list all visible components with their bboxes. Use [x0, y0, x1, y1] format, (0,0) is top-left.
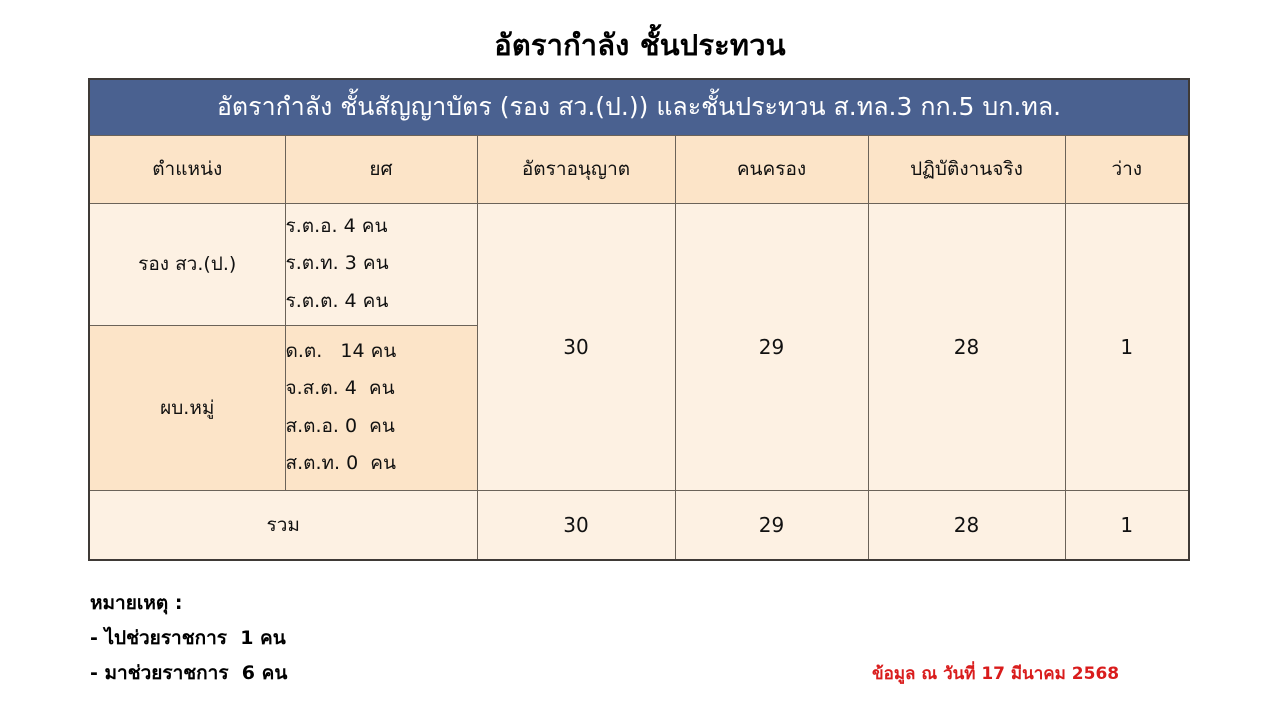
table-header-row: ตำแหน่ง ยศ อัตราอนุญาต คนครอง ปฏิบัติงาน…	[88, 134, 1190, 204]
total-occupied: 29	[674, 489, 869, 561]
value-vacant: 1	[1064, 202, 1190, 491]
rank-line: ส.ต.ท. 0 คน	[285, 451, 396, 474]
table-row: รอง สว.(ป.) ร.ต.อ. 4 คน ร.ต.ท. 3 คน ร.ต.…	[88, 202, 1190, 491]
position-cell-squad-leader: ผบ.หมู่	[88, 324, 286, 491]
total-vacant: 1	[1064, 489, 1190, 561]
column-header-position: ตำแหน่ง	[88, 134, 286, 204]
rank-line: ร.ต.อ. 4 คน	[285, 215, 388, 238]
roster-table: อัตรากำลัง ชั้นสัญญาบัตร (รอง สว.(ป.)) แ…	[88, 78, 1191, 561]
notes-block: หมายเหตุ : - ไปช่วยราชการ 1 คน - มาช่วยร…	[90, 586, 287, 691]
rank-line: ร.ต.ต. 4 คน	[285, 289, 389, 312]
column-header-rank: ยศ	[284, 134, 478, 204]
total-actual: 28	[867, 489, 1066, 561]
value-actual: 28	[867, 202, 1066, 491]
notes-heading: หมายเหตุ :	[90, 592, 183, 614]
note-item-seconded-in: - มาช่วยราชการ 6 คน	[90, 662, 288, 685]
rank-line: ด.ต. 14 คน	[285, 340, 397, 363]
column-header-allowed: อัตราอนุญาต	[476, 134, 676, 204]
rank-line: ร.ต.ท. 3 คน	[285, 252, 389, 275]
roster-table-container: อัตรากำลัง ชั้นสัญญาบัตร (รอง สว.(ป.)) แ…	[88, 78, 1191, 561]
table-row: ผบ.หมู่ ด.ต. 14 คน จ.ส.ต. 4 คน ส.ต.อ. 0 …	[88, 324, 1189, 491]
column-header-vacant: ว่าง	[1064, 134, 1190, 204]
rank-cell-squad-leader: ด.ต. 14 คน จ.ส.ต. 4 คน ส.ต.อ. 0 คน ส.ต.ท…	[284, 324, 478, 491]
value-allowed: 30	[476, 202, 676, 491]
table-banner-title: อัตรากำลัง ชั้นสัญญาบัตร (รอง สว.(ป.)) แ…	[88, 78, 1190, 136]
page-title: อัตรากำลัง ชั้นประทวน	[494, 28, 786, 62]
data-as-of-stamp: ข้อมูล ณ วันที่ 17 มีนาคม 2568	[872, 664, 1120, 684]
column-header-occupied: คนครอง	[674, 134, 869, 204]
total-allowed: 30	[476, 489, 676, 561]
value-occupied: 29	[674, 202, 869, 491]
rank-line: จ.ส.ต. 4 คน	[285, 377, 395, 400]
rank-line: ส.ต.อ. 0 คน	[285, 414, 395, 437]
total-label: รวม	[88, 489, 478, 561]
note-item-seconded-out: - ไปช่วยราชการ 1 คน	[90, 627, 286, 650]
table-banner-row: อัตรากำลัง ชั้นสัญญาบัตร (รอง สว.(ป.)) แ…	[88, 78, 1190, 136]
position-cell-deputy: รอง สว.(ป.)	[88, 202, 286, 326]
column-header-actual: ปฏิบัติงานจริง	[867, 134, 1066, 204]
rank-cell-deputy: ร.ต.อ. 4 คน ร.ต.ท. 3 คน ร.ต.ต. 4 คน	[284, 202, 478, 326]
table-total-row: รวม 30 29 28 1	[88, 489, 1190, 561]
